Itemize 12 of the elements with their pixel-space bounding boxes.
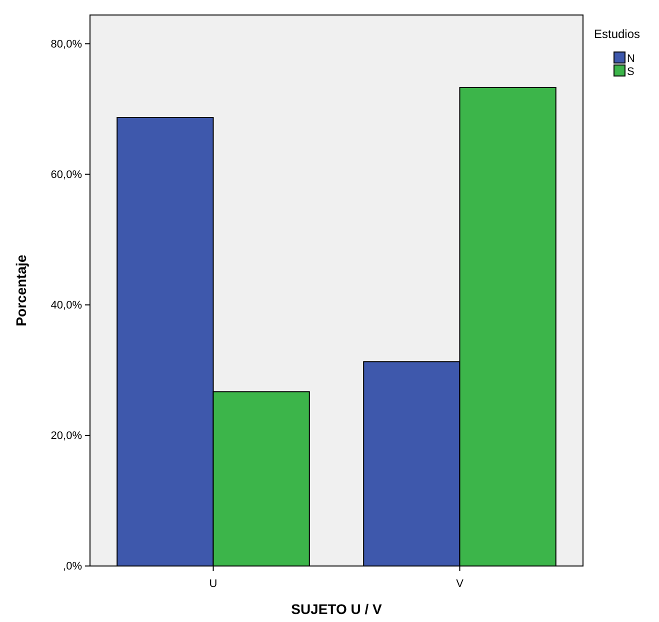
legend-label: S <box>627 66 634 78</box>
y-axis-title: Porcentaje <box>13 254 29 326</box>
y-tick-label: 60,0% <box>50 168 82 181</box>
y-tick-label: 40,0% <box>50 299 82 312</box>
legend-title: Estudios <box>594 27 640 41</box>
y-tick-label: ,0% <box>63 560 82 573</box>
legend-label: N <box>627 53 635 65</box>
y-tick-label: 20,0% <box>50 430 82 442</box>
y-tick-label: 80,0% <box>50 38 82 50</box>
x-tick-label: V <box>456 578 464 590</box>
x-tick-label: U <box>209 578 218 590</box>
x-axis-title: SUJETO U / V <box>291 601 383 617</box>
